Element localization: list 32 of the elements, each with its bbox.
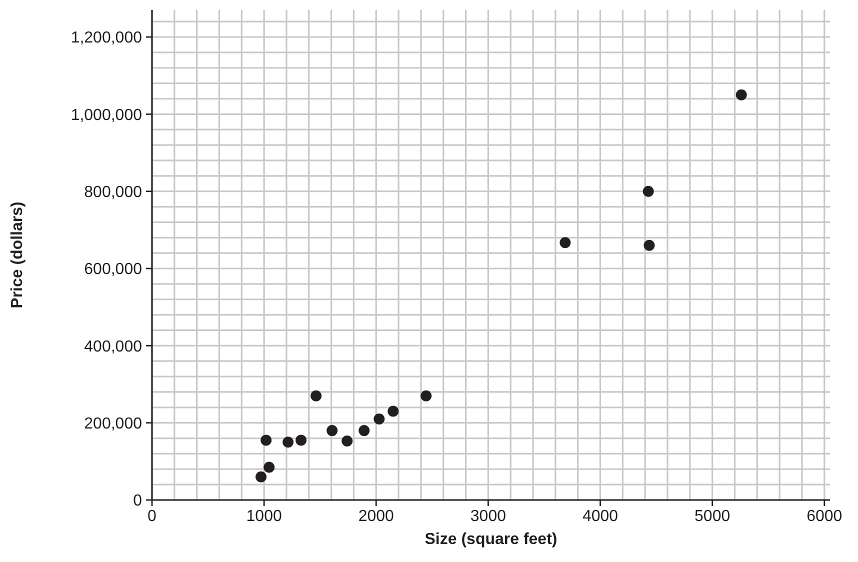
x-axis-title: Size (square feet) (424, 531, 558, 548)
x-tick-label: 3000 (470, 508, 506, 525)
y-tick-label: 200,000 (84, 415, 142, 432)
point (560, 237, 571, 248)
x-tick-label: 2000 (358, 508, 394, 525)
point (264, 462, 275, 473)
y-tick-label: 1,000,000 (70, 106, 142, 124)
point (310, 390, 322, 402)
x-tick-label: 0 (148, 508, 157, 525)
y-tick-label: 400,000 (84, 338, 142, 356)
point (388, 406, 399, 417)
point (326, 425, 338, 436)
point (296, 434, 307, 446)
point (642, 186, 654, 197)
point (256, 471, 267, 482)
point (260, 434, 272, 446)
x-tick-label: 4000 (582, 508, 618, 525)
x-tick-label: 5000 (694, 508, 730, 525)
y-tick-label: 800,000 (84, 184, 142, 201)
point (374, 413, 385, 424)
x-tick-label: 1000 (246, 508, 282, 525)
y-tick-label: 0 (133, 492, 142, 510)
point (282, 436, 294, 448)
y-axis-title: Price (dollars) (9, 202, 26, 308)
point (420, 390, 432, 402)
point (358, 425, 370, 436)
point (644, 240, 655, 251)
point (342, 435, 353, 446)
y-tick-label: 600,000 (84, 261, 142, 278)
point (736, 89, 747, 100)
x-tick-label: 6000 (806, 508, 842, 525)
y-tick-label: 1,200,000 (70, 30, 142, 47)
